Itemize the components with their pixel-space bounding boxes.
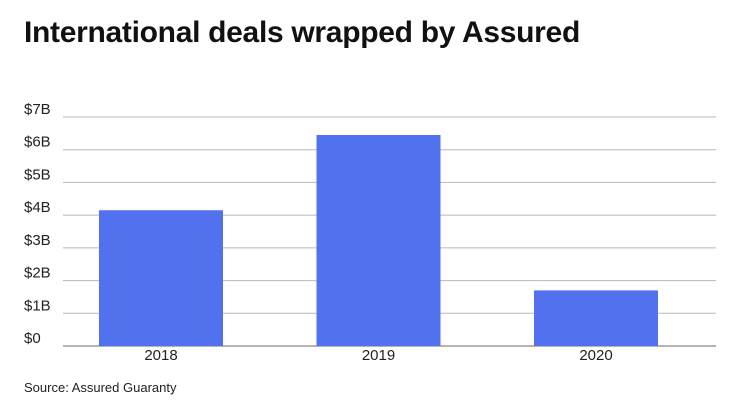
y-tick-label: $5B	[24, 166, 51, 183]
bar-2018	[99, 210, 223, 346]
y-tick-label: $0	[24, 330, 41, 347]
y-tick-label: $7B	[24, 101, 51, 118]
y-tick-label: $6B	[24, 134, 51, 151]
x-tick-label: 2019	[362, 347, 395, 364]
axis-labels: $0 $1B $2B $3B $4B $5B $6B $7B 2018 2019 2020	[24, 101, 613, 364]
source-note: Source: Assured Guaranty	[24, 380, 177, 395]
x-tick-label: 2020	[579, 347, 612, 364]
chart-title: International deals wrapped by Assured	[24, 16, 580, 49]
y-tick-label: $3B	[24, 232, 51, 249]
bar-2019	[316, 134, 441, 346]
bar-2020	[534, 290, 658, 346]
y-tick-label: $2B	[24, 265, 51, 282]
y-tick-label: $1B	[24, 297, 51, 314]
x-tick-label: 2018	[144, 347, 177, 364]
bars	[99, 134, 658, 346]
y-tick-label: $4B	[24, 199, 51, 216]
